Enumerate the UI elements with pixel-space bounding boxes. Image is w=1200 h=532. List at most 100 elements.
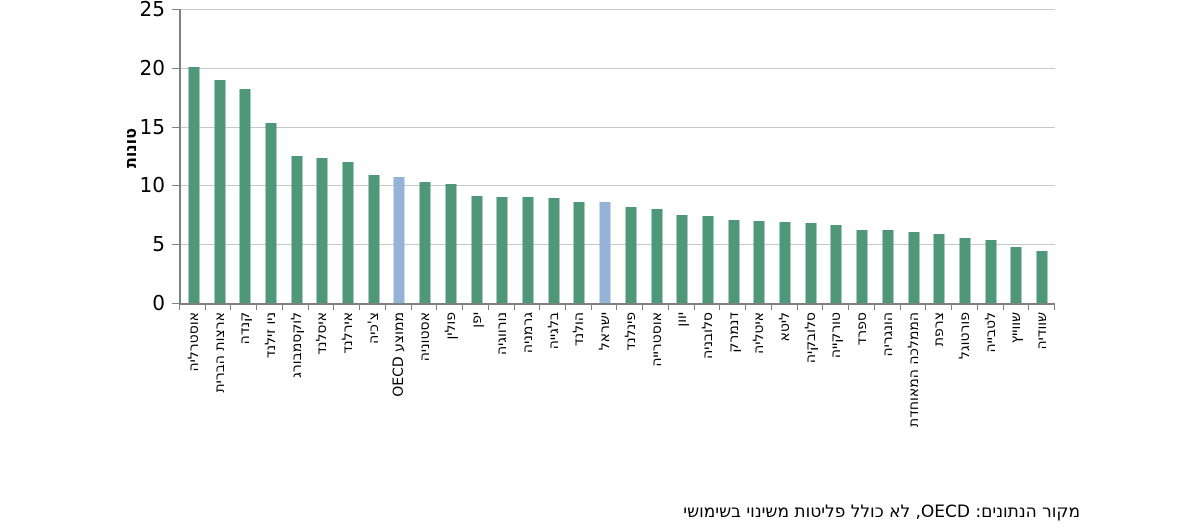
gridline-5 bbox=[181, 244, 1055, 246]
x-label-slot: יפן bbox=[464, 303, 490, 483]
bar-5 bbox=[316, 158, 328, 303]
y-tick-label-25: 25 bbox=[139, 0, 165, 21]
bar-slot bbox=[541, 9, 567, 303]
bar-26 bbox=[856, 230, 868, 303]
bar-30 bbox=[959, 238, 971, 303]
x-tick-mark bbox=[1004, 305, 1030, 310]
x-axis-label: צרפת bbox=[931, 312, 948, 347]
bar-0 bbox=[188, 66, 200, 303]
x-tick-mark bbox=[463, 305, 489, 310]
bar-slot bbox=[644, 9, 670, 303]
bar-slot bbox=[207, 9, 233, 303]
bar-slot bbox=[258, 9, 284, 303]
x-axis-label: ניו זילנד bbox=[262, 312, 279, 359]
bar-31 bbox=[985, 239, 997, 303]
x-tick-mark bbox=[489, 305, 515, 310]
x-tick-mark bbox=[643, 305, 669, 310]
x-tick-mark bbox=[926, 305, 953, 310]
x-label-slot: טורקייה bbox=[824, 303, 850, 483]
x-axis-label: אירלנד bbox=[340, 312, 357, 354]
x-axis-label: יוון bbox=[674, 312, 691, 327]
x-label-slot: הממלכה המאוחדת bbox=[901, 303, 927, 483]
bar-8 bbox=[393, 177, 405, 303]
x-axis-ticks bbox=[179, 305, 1055, 310]
x-tick-mark bbox=[566, 305, 592, 310]
x-label-slot: ליטא bbox=[772, 303, 798, 483]
x-label-slot: נורווגיה bbox=[489, 303, 515, 483]
bar-12 bbox=[496, 197, 508, 303]
x-axis-label: פולין bbox=[442, 312, 459, 340]
x-axis-label: ממוצע OECD bbox=[391, 312, 408, 397]
bar-32 bbox=[1010, 246, 1022, 303]
x-tick-mark bbox=[412, 305, 438, 310]
bar-slot bbox=[515, 9, 541, 303]
x-tick-mark bbox=[360, 305, 386, 310]
bar-slot bbox=[412, 9, 438, 303]
bar-slot bbox=[387, 9, 413, 303]
x-tick-mark bbox=[231, 305, 258, 310]
x-tick-mark bbox=[798, 305, 824, 310]
y-tick-mark bbox=[172, 9, 179, 10]
bar-24 bbox=[805, 223, 817, 303]
x-label-slot: ארצות הברית bbox=[207, 303, 233, 483]
y-tick-mark bbox=[172, 303, 179, 304]
y-tick-mark bbox=[172, 185, 179, 187]
bar-slot bbox=[772, 9, 798, 303]
bar-slot bbox=[232, 9, 258, 303]
x-tick-mark bbox=[334, 305, 361, 310]
x-axis-label: יפן bbox=[468, 312, 485, 328]
x-label-slot: הונגריה bbox=[875, 303, 901, 483]
x-axis-label: אסטוניה bbox=[417, 312, 434, 362]
y-axis: 0 5 10 15 20 25 bbox=[0, 0, 179, 314]
y-tick-label-15: 15 bbox=[139, 114, 165, 139]
x-tick-mark bbox=[978, 305, 1004, 310]
x-axis-labels: אוסטרליה ארצות הברית קנדה ניו זילנד לוקסמבור… bbox=[181, 303, 1055, 483]
x-axis-label: דנמרק bbox=[725, 312, 742, 353]
x-axis-label: בלגייה bbox=[545, 312, 562, 350]
x-tick-mark bbox=[875, 305, 901, 310]
bar-13 bbox=[522, 197, 534, 303]
x-axis-label: קנדה bbox=[237, 312, 254, 345]
bar-17 bbox=[625, 206, 637, 303]
bar-slot bbox=[695, 9, 721, 303]
bar-slot bbox=[1029, 9, 1055, 303]
x-label-slot: פינלנד bbox=[618, 303, 644, 483]
bar-slot bbox=[310, 9, 336, 303]
x-label-slot: איסלנד bbox=[310, 303, 336, 483]
x-tick-mark bbox=[180, 305, 206, 310]
y-tick-label-5: 5 bbox=[152, 232, 165, 257]
x-tick-mark bbox=[309, 305, 335, 310]
bar-slot bbox=[824, 9, 850, 303]
x-tick-mark bbox=[386, 305, 412, 310]
x-axis-label: פינלנד bbox=[622, 312, 639, 351]
bar-25 bbox=[830, 225, 842, 303]
x-axis-label: איסלנד bbox=[314, 312, 331, 355]
x-tick-mark bbox=[823, 305, 850, 310]
x-tick-mark bbox=[283, 305, 309, 310]
bar-14 bbox=[548, 198, 560, 303]
y-tick-label-20: 20 bbox=[139, 55, 165, 80]
x-tick-mark bbox=[437, 305, 464, 310]
bar-slot bbox=[978, 9, 1004, 303]
bar-22 bbox=[753, 220, 765, 303]
bar-20 bbox=[702, 215, 714, 303]
bar-slot bbox=[489, 9, 515, 303]
bar-slot bbox=[181, 9, 207, 303]
x-axis-label: טורקייה bbox=[828, 312, 845, 359]
y-tick-label-0: 0 bbox=[152, 291, 165, 315]
x-label-slot: בלגייה bbox=[541, 303, 567, 483]
bar-slot bbox=[464, 9, 490, 303]
bar-slot bbox=[361, 9, 387, 303]
x-label-slot: אסטוניה bbox=[412, 303, 438, 483]
x-axis-label: סלובקיה bbox=[802, 312, 819, 364]
bar-29 bbox=[933, 233, 945, 303]
x-tick-mark bbox=[746, 305, 772, 310]
x-axis-label: ליטא bbox=[777, 312, 794, 342]
bar-28 bbox=[908, 232, 920, 303]
x-axis-label: הולנד bbox=[571, 312, 588, 347]
x-tick-mark bbox=[540, 305, 567, 310]
x-axis-label: לטבייה bbox=[982, 312, 999, 353]
x-tick-mark bbox=[952, 305, 978, 310]
x-label-slot: אוסטרייה bbox=[644, 303, 670, 483]
